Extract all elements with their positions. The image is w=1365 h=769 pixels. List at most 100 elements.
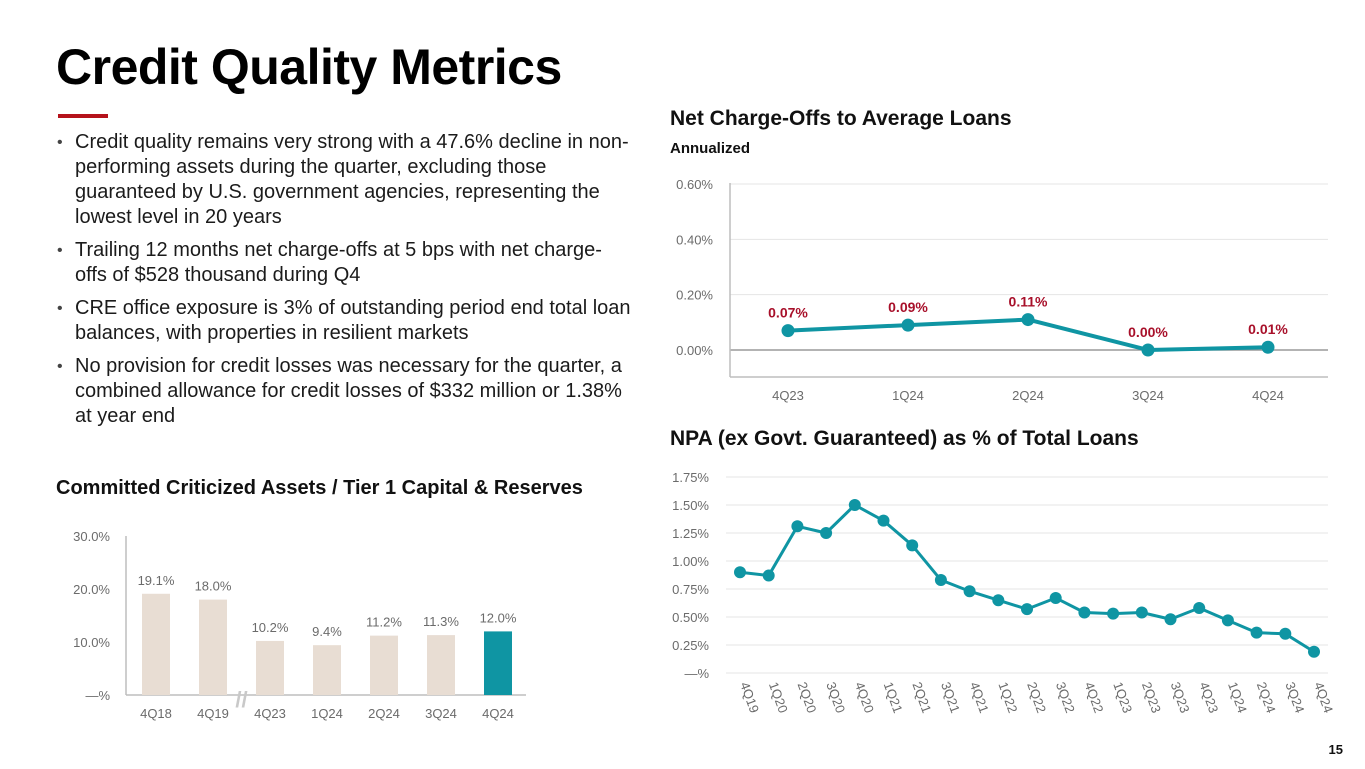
- cca-bar: [142, 593, 170, 695]
- nco-x-tick-label: 2Q24: [1012, 388, 1044, 403]
- cca-data-label: 10.2%: [252, 620, 289, 635]
- npa-x-tick-label: 1Q20: [766, 680, 791, 715]
- bullet-item: Credit quality remains very strong with …: [56, 130, 631, 230]
- npa-y-tick-label: 0.25%: [672, 638, 709, 653]
- cca-chart-title: Committed Criticized Assets / Tier 1 Cap…: [56, 477, 583, 499]
- nco-data-label: 0.07%: [768, 305, 808, 321]
- npa-point: [1107, 607, 1120, 620]
- npa-x-tick-label: 4Q22: [1082, 680, 1107, 715]
- npa-point: [992, 594, 1005, 607]
- npa-point: [1193, 602, 1206, 615]
- cca-y-tick-label: —%: [85, 688, 110, 703]
- nco-data-label: 0.01%: [1248, 321, 1288, 337]
- npa-point: [963, 585, 976, 598]
- nco-data-label: 0.00%: [1128, 324, 1168, 340]
- nco-point: [1141, 343, 1155, 357]
- cca-x-tick-label: 1Q24: [311, 706, 343, 721]
- npa-x-tick-label: 1Q24: [1225, 680, 1250, 715]
- npa-point: [734, 566, 746, 579]
- npa-point: [820, 527, 833, 539]
- npa-point: [762, 569, 775, 582]
- cca-x-tick-label: 3Q24: [425, 706, 457, 721]
- npa-y-tick-label: —%: [684, 666, 709, 681]
- cca-data-label: 19.1%: [138, 573, 175, 588]
- cca-x-tick-label: 4Q18: [140, 706, 172, 721]
- bullet-item: No provision for credit losses was neces…: [56, 354, 631, 429]
- nco-x-tick-label: 1Q24: [892, 388, 924, 403]
- npa-point: [1250, 626, 1263, 639]
- npa-x-tick-label: 3Q24: [1282, 680, 1307, 715]
- nco-x-tick-label: 4Q24: [1252, 388, 1284, 403]
- nco-x-tick-label: 4Q23: [772, 388, 804, 403]
- cca-bar: [370, 635, 398, 695]
- npa-point: [1135, 606, 1148, 619]
- nco-point: [1261, 340, 1275, 354]
- npa-chart-title: NPA (ex Govt. Guaranteed) as % of Total …: [670, 427, 1139, 450]
- cca-y-tick-label: 30.0%: [73, 529, 110, 544]
- npa-x-tick-label: 2Q23: [1139, 680, 1164, 715]
- cca-x-tick-label: 4Q23: [254, 706, 286, 721]
- bullet-list: Credit quality remains very strong with …: [56, 130, 631, 437]
- npa-x-tick-label: 3Q20: [823, 680, 848, 715]
- npa-x-tick-label: 1Q21: [881, 680, 906, 715]
- nco-point: [1021, 313, 1035, 327]
- cca-bar: [313, 645, 341, 695]
- npa-point: [1021, 603, 1033, 616]
- npa-point: [1308, 645, 1320, 658]
- nco-point: [781, 324, 795, 338]
- nco-y-tick-label: 0.00%: [676, 343, 713, 358]
- npa-x-tick-label: 2Q21: [909, 680, 934, 715]
- bullet-item: Trailing 12 months net charge-offs at 5 …: [56, 238, 631, 288]
- npa-x-tick-label: 4Q23: [1196, 680, 1221, 715]
- nco-x-tick-label: 3Q24: [1132, 388, 1164, 403]
- npa-x-tick-label: 4Q19: [737, 680, 762, 715]
- cca-axis-break-mark: //: [235, 687, 247, 712]
- nco-chart-title: Net Charge-Offs to Average Loans: [670, 107, 1012, 130]
- cca-x-tick-label: 4Q24: [482, 706, 514, 721]
- nco-data-label: 0.09%: [888, 299, 928, 315]
- npa-x-tick-label: 1Q22: [995, 680, 1020, 715]
- npa-point: [1221, 614, 1234, 627]
- npa-x-tick-label: 2Q20: [795, 680, 820, 715]
- cca-bar: [427, 635, 455, 695]
- nco-y-tick-label: 0.20%: [676, 288, 713, 303]
- cca-data-label: 18.0%: [195, 579, 232, 594]
- npa-point: [1049, 591, 1062, 604]
- bullet-item: CRE office exposure is 3% of outstanding…: [56, 296, 631, 346]
- cca-x-tick-label: 4Q19: [197, 706, 229, 721]
- nco-y-tick-label: 0.60%: [676, 177, 713, 192]
- npa-x-tick-label: 4Q20: [852, 680, 877, 715]
- npa-y-tick-label: 0.75%: [672, 582, 709, 597]
- cca-bar: [256, 640, 284, 695]
- npa-point: [1164, 613, 1177, 626]
- npa-point: [1078, 606, 1091, 619]
- npa-x-tick-label: 3Q22: [1053, 680, 1078, 715]
- cca-y-tick-label: 10.0%: [73, 635, 110, 650]
- cca-x-tick-label: 2Q24: [368, 706, 400, 721]
- cca-y-tick-label: 20.0%: [73, 582, 110, 597]
- npa-x-tick-label: 4Q24: [1311, 680, 1336, 715]
- cca-data-label: 11.3%: [423, 614, 459, 629]
- npa-point: [934, 574, 947, 587]
- cca-data-label: 9.4%: [312, 624, 342, 639]
- npa-point: [906, 539, 919, 552]
- cca-bar: [484, 631, 512, 695]
- cca-bar: [199, 599, 227, 695]
- title-accent-rule: [58, 114, 108, 118]
- npa-point: [877, 514, 890, 527]
- npa-y-tick-label: 1.25%: [672, 526, 709, 541]
- npa-x-tick-label: 1Q23: [1110, 680, 1135, 715]
- cca-data-label: 12.0%: [480, 610, 517, 625]
- npa-x-tick-label: 3Q21: [938, 680, 963, 715]
- nco-y-tick-label: 0.40%: [676, 232, 713, 247]
- page-title: Credit Quality Metrics: [56, 39, 562, 95]
- npa-x-tick-label: 3Q23: [1168, 680, 1193, 715]
- npa-y-tick-label: 0.50%: [672, 610, 709, 625]
- npa-x-tick-label: 4Q21: [967, 680, 992, 715]
- npa-point: [848, 499, 861, 511]
- nco-chart-subtitle: Annualized: [670, 140, 751, 157]
- npa-x-tick-label: 2Q24: [1254, 680, 1279, 715]
- npa-y-tick-label: 1.75%: [672, 470, 709, 485]
- npa-point: [1279, 627, 1292, 640]
